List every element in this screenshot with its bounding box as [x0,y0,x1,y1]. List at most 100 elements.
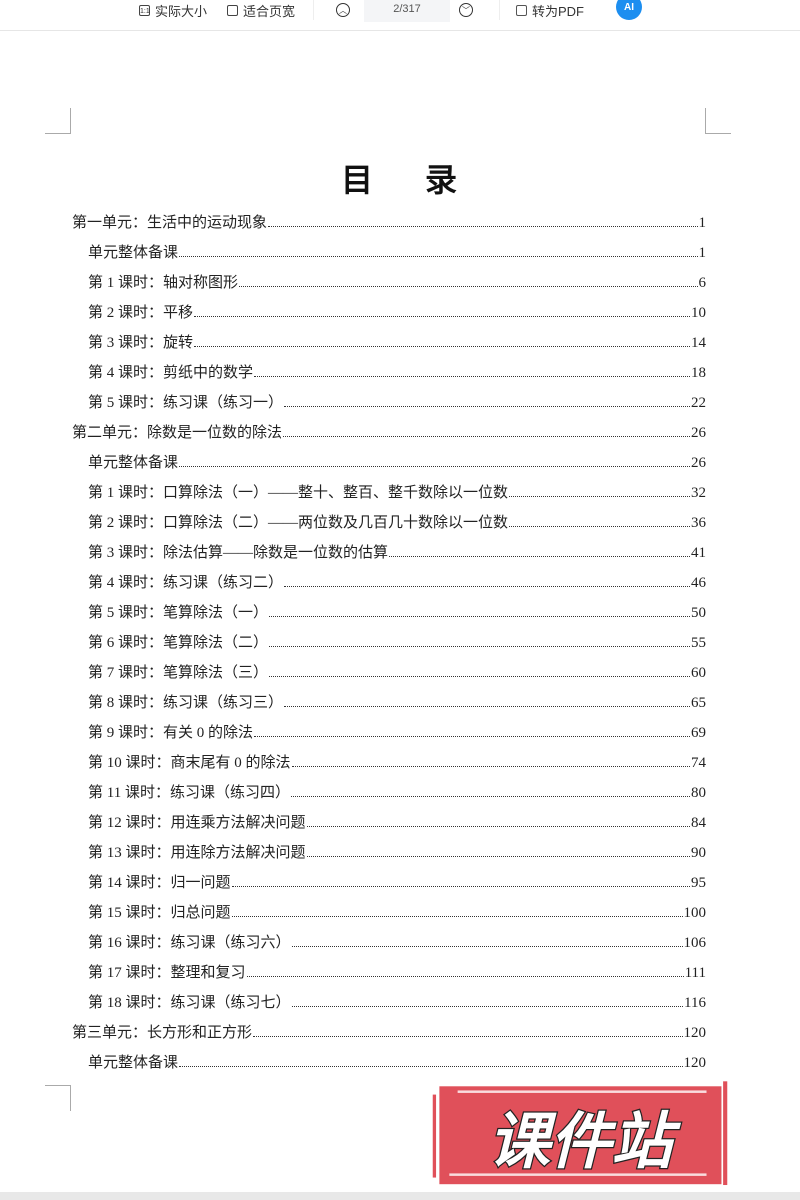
divider [499,0,500,20]
toc-page-number: 26 [691,455,706,471]
dot-leader [231,916,683,917]
dot-leader [254,376,690,377]
toc-page-number: 74 [691,755,706,771]
toc-page-number: 46 [691,575,706,591]
toc-entry[interactable]: 第 11 课时：练习课（练习四） 80 [72,772,706,802]
fit-width-label: 适合页宽 [243,3,296,19]
toc-page-number: 116 [684,995,706,1011]
dot-leader [268,226,698,227]
crop-mark [705,108,731,134]
convert-pdf-button[interactable]: 转为PDF [516,0,584,20]
toc-entry-label: 第 9 课时：有关 0 的除法 [88,725,254,741]
toc-page-number: 10 [691,305,706,321]
toc-entry[interactable]: 第一单元：生活中的运动现象 1 [72,202,706,232]
toc-entry[interactable]: 第 8 课时：练习课（练习三） 65 [72,682,706,712]
watermark-stamp: 课件站 [432,1081,728,1186]
toc-entry-label: 第 4 课时：剪纸中的数学 [88,365,254,381]
chevron-up-icon: ︿ [336,3,350,17]
toc-entry[interactable]: 第 5 课时：笔算除法（一） 50 [72,592,706,622]
actual-size-icon: 1:1 [139,4,150,16]
toc-page-number: 41 [691,545,706,561]
toc-entry[interactable]: 第 4 课时：练习课（练习二） 46 [72,562,706,592]
dot-leader [389,556,690,557]
dot-leader [291,1006,684,1007]
crop-mark [45,108,71,134]
stamp-edge [432,1094,437,1178]
toc-entry[interactable]: 第 14 课时：归一问题 95 [72,862,706,892]
toc-entry[interactable]: 单元整体备课 120 [72,1042,706,1072]
toc-entry-label: 第 16 课时：练习课（练习六） [88,935,291,951]
toc-entry-label: 第 1 课时：轴对称图形 [88,275,239,291]
toc-page-number: 32 [691,485,706,501]
toc-entry-label: 第 18 课时：练习课（练习七） [88,995,291,1011]
toc-entry[interactable]: 单元整体备课 26 [72,442,706,472]
toc-entry[interactable]: 第 12 课时：用连乘方法解决问题 84 [72,802,706,832]
toc-page-number: 120 [683,1025,707,1041]
toc-page-number: 55 [691,635,706,651]
ai-assistant-button[interactable]: AI [616,0,642,20]
toc-entry[interactable]: 第 9 课时：有关 0 的除法 69 [72,712,706,742]
toc-entry[interactable]: 第 16 课时：练习课（练习六） 106 [72,922,706,952]
toc-entry[interactable]: 第 1 课时：轴对称图形 6 [72,262,706,292]
toc-entry-label: 第 17 课时：整理和复习 [88,965,246,981]
ai-icon: AI [624,1,634,13]
toc-entry-label: 第 1 课时：口算除法（一）——整十、整百、整千数除以一位数 [88,485,509,501]
dot-leader [509,526,690,527]
stamp-texture [457,1090,707,1093]
toc-entry[interactable]: 第二单元：除数是一位数的除法 26 [72,412,706,442]
toc-entry-label: 第 2 课时：平移 [88,305,194,321]
toc-entry[interactable]: 第 3 课时：旋转 14 [72,322,706,352]
prev-page-button[interactable]: ︿ [336,0,350,20]
toc-page-number: 80 [691,785,706,801]
toc-entry[interactable]: 第 7 课时：笔算除法（三） 60 [72,652,706,682]
toc-page-number: 1 [698,215,707,231]
toc-title: 目 录 [340,162,479,198]
actual-size-label: 实际大小 [155,3,208,19]
toc-page-number: 6 [698,275,707,291]
document-page [0,31,800,1192]
page-indicator[interactable]: 2/317 [364,0,450,22]
toc-entry[interactable]: 第 13 课时：用连除方法解决问题 90 [72,832,706,862]
toc-entry[interactable]: 第 17 课时：整理和复习 111 [72,952,706,982]
toc-entry[interactable]: 第 18 课时：练习课（练习七） 116 [72,982,706,1012]
dot-leader [284,586,690,587]
toc-entry-label: 第 6 课时：笔算除法（二） [88,635,269,651]
toc-entry[interactable]: 第三单元：长方形和正方形 120 [72,1012,706,1042]
toc-page-number: 26 [691,425,706,441]
toc-entry-label: 第 5 课时：笔算除法（一） [88,605,269,621]
toc-entry[interactable]: 第 10 课时：商末尾有 0 的除法 74 [72,742,706,772]
toc-page-number: 14 [691,335,706,351]
toc-entry-label: 单元整体备课 [88,455,179,471]
toc-entry[interactable]: 第 3 课时：除法估算——除数是一位数的估算 41 [72,532,706,562]
toc-entry-label: 第 2 课时：口算除法（二）——两位数及几百几十数除以一位数 [88,515,509,531]
toc-entry-label: 第 3 课时：旋转 [88,335,194,351]
fit-width-button[interactable]: 适合页宽 [227,0,295,20]
toc-entry-label: 第 3 课时：除法估算——除数是一位数的估算 [88,545,389,561]
dot-leader [179,466,690,467]
toc-entry[interactable]: 第 1 课时：口算除法（一）——整十、整百、整千数除以一位数 32 [72,472,706,502]
toc-entry[interactable]: 第 2 课时：平移 10 [72,292,706,322]
toc-page-number: 100 [683,905,707,921]
toc-entry[interactable]: 第 15 课时：归总问题 100 [72,892,706,922]
chevron-down-icon: ﹀ [459,3,473,17]
table-of-contents: 第一单元：生活中的运动现象 1 单元整体备课 1 第 1 课时：轴对称图形 6 第 2 课时… [72,202,706,1072]
toc-entry[interactable]: 单元整体备课 1 [72,232,706,262]
toc-entry-label: 第 5 课时：练习课（练习一） [88,395,284,411]
toc-entry-label: 第 11 课时：练习课（练习四） [88,785,290,801]
next-page-button[interactable]: ﹀ [459,0,473,20]
toc-page-number: 22 [691,395,706,411]
actual-size-button[interactable]: 1:1 实际大小 [139,0,207,20]
dot-leader [269,616,690,617]
toc-entry[interactable]: 第 2 课时：口算除法（二）——两位数及几百几十数除以一位数 36 [72,502,706,532]
toc-entry-label: 第三单元：长方形和正方形 [72,1025,253,1041]
dot-leader [231,886,690,887]
toc-entry[interactable]: 第 5 课时：练习课（练习一） 22 [72,382,706,412]
toc-entry[interactable]: 第 4 课时：剪纸中的数学 18 [72,352,706,382]
dot-leader [254,736,690,737]
toc-entry-label: 第一单元：生活中的运动现象 [72,215,268,231]
toc-page-number: 60 [691,665,706,681]
toc-entry[interactable]: 第 6 课时：笔算除法（二） 55 [72,622,706,652]
stamp-edge [723,1081,728,1186]
viewer-background [0,1192,800,1200]
toc-page-number: 50 [691,605,706,621]
